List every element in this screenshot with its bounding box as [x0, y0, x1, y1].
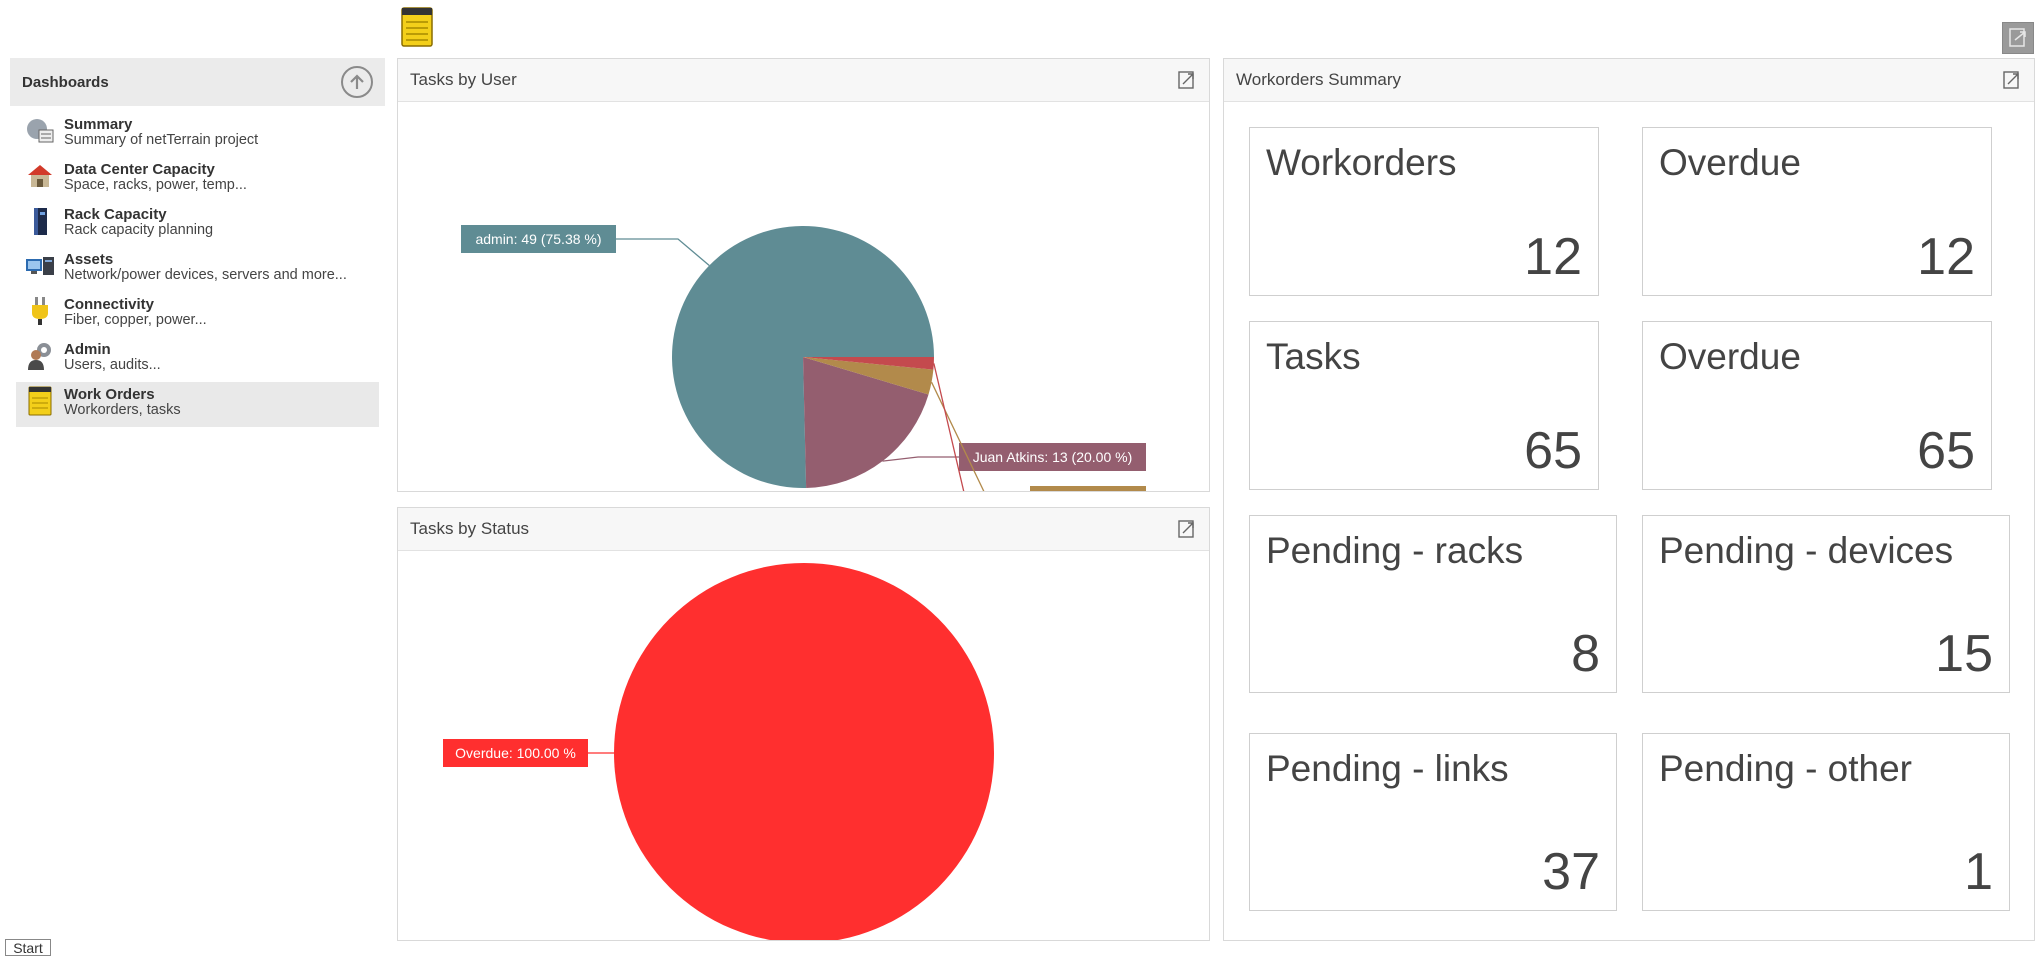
tile-value: 12 [1917, 228, 1975, 286]
summary-icon [24, 115, 56, 147]
pending-devices-tile[interactable]: Pending - devices 15 [1642, 515, 2010, 693]
sidebar-item-title: Rack Capacity [64, 206, 167, 223]
connectivity-icon [24, 295, 56, 327]
tasks-by-user-panel: Tasks by User admin: 49 (75.38 %) Juan At… [397, 58, 1210, 492]
label-connector-j-sparks [933, 363, 965, 491]
tasks-tile[interactable]: Tasks 65 [1249, 321, 1599, 490]
tile-value: 65 [1917, 422, 1975, 480]
workorders-tile[interactable]: Workorders 12 [1249, 127, 1599, 296]
notepad-icon [24, 385, 56, 417]
panel-header: Workorders Summary [1224, 59, 2034, 102]
panel-title: Workorders Summary [1236, 70, 1401, 89]
sidebar-item-title: Admin [64, 341, 111, 358]
pending-other-tile[interactable]: Pending - other 1 [1642, 733, 2010, 911]
panel-header: Tasks by User [398, 59, 1209, 102]
assets-icon [24, 250, 56, 282]
sidebar-item-connectivity[interactable]: Connectivity Fiber, copper, power... [16, 292, 379, 337]
tile-label: Pending - other [1659, 748, 1913, 789]
sidebar-item-title: Work Orders [64, 386, 155, 403]
sidebar-item-data-center-capacity[interactable]: Data Center Capacity Space, racks, power,… [16, 157, 379, 202]
export-icon[interactable] [1177, 70, 1197, 90]
sidebar-item-desc: Workorders, tasks [64, 402, 181, 418]
notepad-icon [400, 6, 434, 48]
panel-title: Tasks by Status [410, 519, 530, 538]
tile-label: Pending - links [1266, 748, 1509, 789]
sidebar-item-desc: Fiber, copper, power... [64, 312, 207, 328]
pending-racks-tile[interactable]: Pending - racks 8 [1249, 515, 1617, 693]
panel-header: Tasks by Status [398, 508, 1209, 551]
tile-label: Pending - racks [1266, 530, 1524, 571]
workorders-summary-panel: Workorders Summary Workorders 12 Overdue… [1223, 58, 2035, 941]
label-connector-juan-atkins [882, 456, 959, 462]
dashboard-list: Summary Summary of netTerrain project Dat… [10, 112, 385, 427]
tile-label: Overdue [1659, 336, 1801, 377]
tile-value: 37 [1542, 843, 1600, 901]
up-arrow-button[interactable] [341, 66, 373, 98]
pending-links-tile[interactable]: Pending - links 37 [1249, 733, 1617, 911]
data-label-box-overdue [443, 739, 588, 767]
sidebar-item-summary[interactable]: Summary Summary of netTerrain project [16, 112, 379, 157]
data-label-box-jan [1030, 486, 1146, 491]
tile-value: 65 [1524, 422, 1582, 480]
sidebar-item-desc: Network/power devices, servers and more.… [64, 267, 347, 283]
tile-value: 1 [1964, 843, 1993, 901]
start-label: Start [13, 940, 43, 956]
data-label-overdue: Overdue: 100.00 % [455, 745, 576, 761]
export-icon [2009, 28, 2026, 47]
data-label-box-juan-atkins [959, 443, 1146, 471]
data-label-admin: admin: 49 (75.38 %) [475, 231, 601, 247]
tile-label: Tasks [1266, 336, 1361, 377]
sidebar-item-title: Assets [64, 251, 114, 268]
sidebar-header: Dashboards [10, 58, 385, 106]
tile-label: Workorders [1266, 142, 1457, 183]
rack-icon [24, 205, 56, 237]
export-icon[interactable] [2002, 70, 2022, 90]
label-connector-jan [930, 381, 985, 491]
tile-value: 8 [1571, 625, 1600, 683]
pie-slice-juan-atkins[interactable] [803, 357, 929, 488]
sidebar-item-admin[interactable]: Admin Users, audits... [16, 337, 379, 382]
workorders-overdue-tile[interactable]: Overdue 12 [1642, 127, 1992, 296]
tile-value: 15 [1935, 625, 1993, 683]
sidebar-item-desc: Rack capacity planning [64, 222, 214, 238]
tasks-by-status-panel: Tasks by Status Overdue: 100.00 % [397, 507, 1210, 941]
pie-slice-j-sparks[interactable] [803, 357, 934, 370]
sidebar-item-assets[interactable]: Assets Network/power devices, servers and… [16, 247, 379, 292]
label-connector-admin [616, 238, 710, 266]
start-button[interactable]: Start [5, 939, 51, 956]
tile-label: Pending - devices [1659, 530, 1954, 571]
sidebar-item-desc: Space, racks, power, temp... [64, 177, 247, 193]
tasks-overdue-tile[interactable]: Overdue 65 [1642, 321, 1992, 490]
sidebar-item-title: Data Center Capacity [64, 161, 215, 178]
tile-value: 12 [1524, 228, 1582, 286]
sidebar-item-desc: Summary of netTerrain project [64, 132, 259, 148]
export-all-button[interactable] [2002, 22, 2034, 54]
pie-slice-overdue[interactable] [614, 563, 994, 940]
sidebar-item-desc: Users, audits... [64, 357, 161, 373]
pie-slice-jan[interactable] [803, 357, 934, 395]
panel-title: Tasks by User [410, 70, 517, 89]
tile-label: Overdue [1659, 142, 1801, 183]
data-label-box-admin [461, 225, 616, 253]
sidebar-item-work-orders[interactable]: Work Orders Workorders, tasks [16, 382, 379, 427]
datacenter-icon [24, 160, 56, 192]
sidebar-title: Dashboards [22, 73, 109, 91]
up-arrow-icon [350, 74, 364, 89]
export-icon[interactable] [1177, 519, 1197, 539]
admin-icon [24, 340, 56, 372]
dashboards-sidebar: Dashboards Summary Summary of netTerrain … [10, 58, 385, 427]
tasks-by-user-chart: admin: 49 (75.38 %) Juan Atkins: 13 (20.0… [461, 225, 1146, 491]
data-label-juan-atkins: Juan Atkins: 13 (20.00 %) [973, 449, 1133, 465]
sidebar-item-title: Connectivity [64, 296, 155, 313]
sidebar-item-title: Summary [64, 116, 133, 133]
tasks-by-status-chart: Overdue: 100.00 % [443, 563, 994, 940]
sidebar-item-rack-capacity[interactable]: Rack Capacity Rack capacity planning [16, 202, 379, 247]
